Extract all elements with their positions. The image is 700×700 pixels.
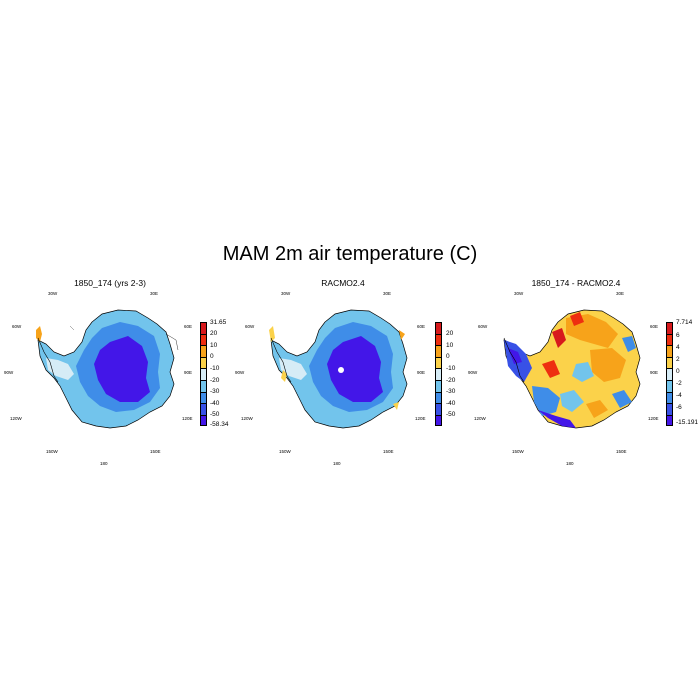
colorbar-label: -15.191 (676, 419, 699, 426)
colorbar (200, 322, 207, 426)
lon-label: 30W (48, 291, 58, 296)
lon-label: 30E (616, 291, 625, 296)
colorbar-label: 7.714 (676, 319, 693, 326)
panel-title: RACMO2.4 (321, 278, 365, 288)
colorbar (435, 322, 442, 426)
lon-label: 90E (184, 370, 193, 375)
lon-label: 150E (383, 449, 394, 454)
colorbar-label: -50 (446, 411, 456, 418)
colorbar-label: 0 (676, 368, 680, 375)
colorbar-label: -30 (446, 388, 456, 395)
colorbar-label: -6 (676, 404, 682, 411)
lon-label: 60W (478, 324, 488, 329)
map-panel-model: 1850_174 (yrs 2-3) 30W 30E 60W 60E 90W 9… (4, 278, 243, 466)
colorbar-label: -20 (210, 377, 220, 384)
colorbar-label: -40 (446, 400, 456, 407)
colorbar-label: -58.34 (210, 421, 229, 428)
colorbar-label: 31.65 (210, 319, 227, 326)
map-panel-difference: 1850_174 - RACMO2.4 30W 30E 60W 60E 90W … (468, 278, 700, 466)
colorbar-label: 0 (446, 353, 450, 360)
lon-label: 120E (415, 416, 426, 421)
colorbar-label: 20 (210, 330, 218, 337)
colorbar-label: 10 (446, 342, 454, 349)
lon-label: 150W (512, 449, 524, 454)
colorbar-label: 10 (210, 342, 218, 349)
lon-label: 120W (10, 416, 22, 421)
lon-label: 90W (468, 370, 478, 375)
lon-label: 120E (648, 416, 659, 421)
lon-label: 30W (281, 291, 291, 296)
lon-label: 150E (616, 449, 627, 454)
lon-label: 30E (383, 291, 392, 296)
lon-label: 90E (417, 370, 426, 375)
lon-label: 60W (12, 324, 22, 329)
colorbar-label: 4 (676, 344, 680, 351)
colorbar-label: 20 (446, 330, 454, 337)
lon-label: 180 (566, 461, 574, 466)
colorbar-label: 2 (676, 356, 680, 363)
lon-label: 90W (235, 370, 245, 375)
colorbar-label: 6 (676, 332, 680, 339)
figure-title: MAM 2m air temperature (C) (222, 243, 478, 265)
lon-label: 30E (150, 291, 159, 296)
colorbar-label: -2 (676, 380, 682, 387)
colorbar (666, 322, 673, 426)
colorbar-label: -30 (210, 388, 220, 395)
lon-label: 90E (650, 370, 659, 375)
lon-label: 150E (150, 449, 161, 454)
colorbar-label: -10 (446, 365, 456, 372)
lon-label: 120W (474, 416, 486, 421)
lon-label: 60W (245, 324, 255, 329)
map-panel-racmo: RACMO2.4 30W 30E 60W 60E 90W 90E 120W 12… (235, 278, 476, 466)
antarctica-map (269, 309, 408, 429)
colorbar-label: -10 (210, 365, 220, 372)
colorbar-label: -40 (210, 400, 220, 407)
lon-label: 120E (182, 416, 193, 421)
colorbar-label: 0 (210, 353, 214, 360)
colorbar-label: -50 (210, 411, 220, 418)
lon-label: 90W (4, 370, 14, 375)
panel-title: 1850_174 (yrs 2-3) (74, 278, 146, 288)
colorbar-label: -20 (446, 377, 456, 384)
lon-label: 60E (417, 324, 426, 329)
lon-label: 150W (46, 449, 58, 454)
colorbar-label: -4 (676, 392, 682, 399)
antarctica-map (36, 309, 179, 429)
panel-title: 1850_174 - RACMO2.4 (531, 278, 621, 288)
lon-label: 180 (100, 461, 108, 466)
lon-label: 60E (650, 324, 659, 329)
lon-label: 60E (184, 324, 193, 329)
lon-label: 180 (333, 461, 341, 466)
lon-label: 150W (279, 449, 291, 454)
antarctica-map (503, 309, 641, 429)
lon-label: 120W (241, 416, 253, 421)
lon-label: 30W (514, 291, 524, 296)
